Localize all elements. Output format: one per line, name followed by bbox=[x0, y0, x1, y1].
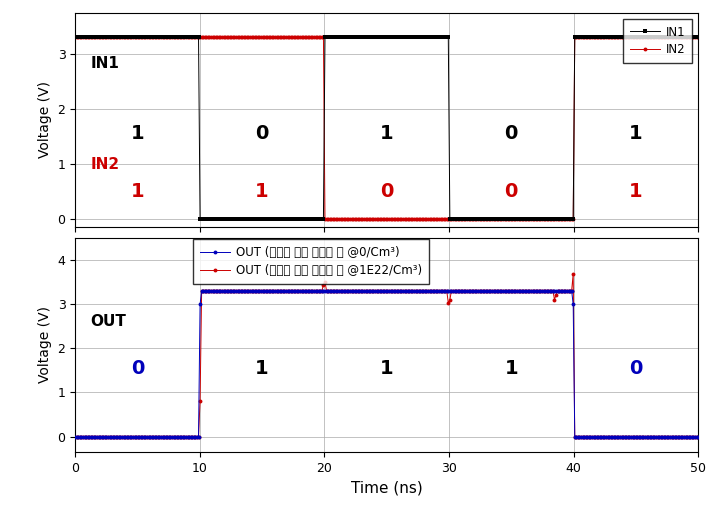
OUT (방사선 영향 모델링 전 @0/Cm³) bbox=[522, 288, 531, 294]
OUT (방사선 영향 모델링 전 @0/Cm³) bbox=[694, 433, 702, 439]
OUT (방사선 영향 모델링 전 @0/Cm³) bbox=[526, 288, 534, 294]
OUT (방사선 영향 모델링 전 @0/Cm³) bbox=[146, 433, 155, 439]
OUT (방사선 영향 모델링 후 @1E22/Cm³) bbox=[71, 433, 79, 439]
IN2 bbox=[274, 34, 282, 40]
Text: 0: 0 bbox=[256, 124, 268, 143]
OUT (방사선 영향 모델링 후 @1E22/Cm³) bbox=[317, 288, 326, 294]
Text: OUT: OUT bbox=[90, 314, 126, 329]
OUT (방사선 영향 모델링 전 @0/Cm³) bbox=[198, 288, 206, 294]
Text: 0: 0 bbox=[505, 182, 518, 200]
IN1 bbox=[526, 216, 534, 222]
Text: 1: 1 bbox=[255, 359, 269, 378]
Text: IN2: IN2 bbox=[90, 157, 120, 172]
Line: OUT (방사선 영향 모델링 전 @0/Cm³): OUT (방사선 영향 모델링 전 @0/Cm³) bbox=[73, 289, 700, 438]
OUT (방사선 영향 모델링 전 @0/Cm³) bbox=[276, 288, 284, 294]
Line: IN1: IN1 bbox=[73, 35, 700, 221]
IN2 bbox=[526, 216, 534, 222]
OUT (방사선 영향 모델링 후 @1E22/Cm³) bbox=[463, 288, 471, 294]
OUT (방사선 영향 모델링 전 @0/Cm³) bbox=[71, 433, 79, 439]
OUT (방사선 영향 모델링 후 @1E22/Cm³) bbox=[569, 271, 578, 277]
OUT (방사선 영향 모델링 후 @1E22/Cm³) bbox=[694, 433, 702, 439]
OUT (방사선 영향 모델링 후 @1E22/Cm³) bbox=[521, 288, 529, 294]
X-axis label: Time (ns): Time (ns) bbox=[351, 480, 422, 495]
Legend: OUT (방사선 영향 모델링 전 @0/Cm³), OUT (방사선 영향 모델링 후 @1E22/Cm³): OUT (방사선 영향 모델링 전 @0/Cm³), OUT (방사선 영향 모… bbox=[193, 239, 429, 284]
Line: OUT (방사선 영향 모델링 후 @1E22/Cm³): OUT (방사선 영향 모델링 후 @1E22/Cm³) bbox=[73, 272, 700, 438]
Text: 0: 0 bbox=[380, 182, 393, 200]
IN2 bbox=[522, 216, 531, 222]
IN2 bbox=[321, 216, 329, 222]
IN1 bbox=[694, 34, 702, 40]
IN1 bbox=[319, 216, 328, 222]
Text: IN1: IN1 bbox=[90, 56, 119, 71]
Text: 1: 1 bbox=[255, 182, 269, 200]
IN1 bbox=[71, 34, 79, 40]
Y-axis label: Voltage (V): Voltage (V) bbox=[38, 81, 52, 158]
Text: 1: 1 bbox=[379, 124, 394, 143]
IN1 bbox=[195, 216, 204, 222]
Text: 1: 1 bbox=[379, 359, 394, 378]
IN2 bbox=[464, 216, 473, 222]
IN1 bbox=[464, 216, 473, 222]
IN2 bbox=[71, 34, 79, 40]
Text: 0: 0 bbox=[505, 124, 518, 143]
IN2 bbox=[146, 34, 155, 40]
IN2 bbox=[694, 34, 702, 40]
Text: 1: 1 bbox=[130, 182, 145, 200]
Text: 0: 0 bbox=[131, 359, 144, 378]
OUT (방사선 영향 모델링 후 @1E22/Cm³) bbox=[523, 288, 532, 294]
Text: 1: 1 bbox=[629, 124, 643, 143]
OUT (방사선 영향 모델링 후 @1E22/Cm³) bbox=[146, 433, 155, 439]
Text: 1: 1 bbox=[130, 124, 145, 143]
Y-axis label: Voltage (V): Voltage (V) bbox=[38, 307, 52, 383]
Line: IN2: IN2 bbox=[73, 35, 700, 221]
Text: 1: 1 bbox=[504, 359, 518, 378]
IN2 bbox=[317, 34, 326, 40]
OUT (방사선 영향 모델링 후 @1E22/Cm³) bbox=[274, 288, 282, 294]
IN1 bbox=[276, 216, 284, 222]
OUT (방사선 영향 모델링 전 @0/Cm³) bbox=[464, 288, 473, 294]
Text: 0: 0 bbox=[629, 359, 642, 378]
OUT (방사선 영향 모델링 전 @0/Cm³) bbox=[319, 288, 328, 294]
Text: 1: 1 bbox=[629, 182, 643, 200]
IN1 bbox=[522, 216, 531, 222]
IN1 bbox=[146, 34, 155, 40]
Legend: IN1, IN2: IN1, IN2 bbox=[623, 19, 692, 64]
